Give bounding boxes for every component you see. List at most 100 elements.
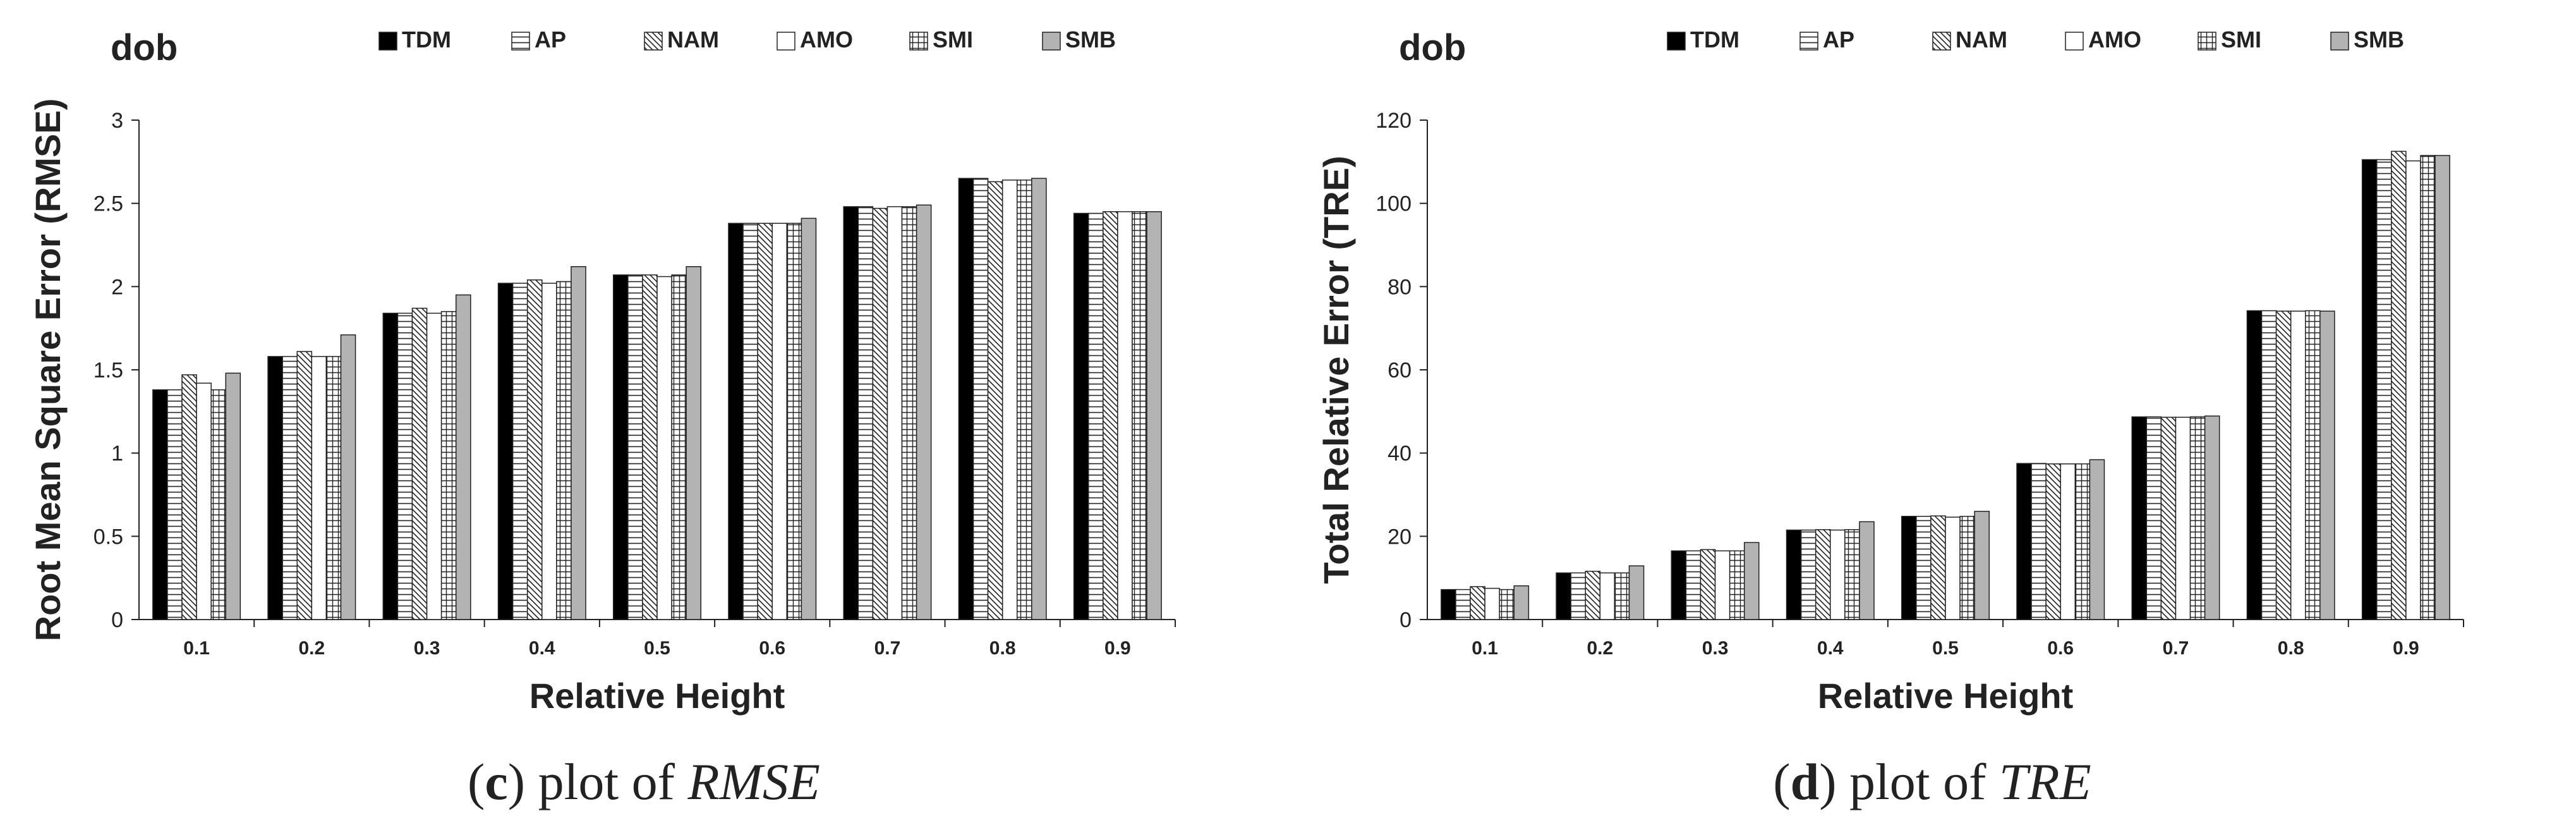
bar-amo-0.6: [2060, 463, 2076, 620]
bar-nam-0.4: [1815, 529, 1831, 620]
bar-tdm-0.2: [267, 356, 283, 620]
bar-smi-0.6: [2074, 463, 2091, 620]
bar-ap-0.1: [1455, 589, 1471, 620]
x-tick-label: 0.2: [1587, 638, 1613, 659]
bar-nam-0.3: [1700, 549, 1716, 620]
bar-smi-0.9: [1132, 211, 1147, 620]
x-axis-label: Relative Height: [529, 676, 785, 716]
bar-smb-0.8: [1031, 178, 1047, 620]
legend-swatch-ap: [511, 32, 530, 51]
bar-amo-0.5: [1945, 516, 1961, 620]
bar-tdm-0.1: [152, 389, 168, 620]
bar-nam-0.9: [2391, 150, 2407, 620]
bar-smi-0.5: [1959, 515, 1975, 620]
bar-smi-0.3: [440, 311, 457, 620]
y-tick-label: 0: [111, 608, 123, 632]
legend-label-smb: SMB: [2354, 27, 2404, 52]
x-tick-label: 0.1: [183, 638, 210, 659]
x-axis-label: Relative Height: [1818, 676, 2074, 716]
bar-smi-0.6: [786, 223, 802, 620]
bar-tdm-0.9: [2361, 159, 2378, 620]
bar-ap-0.4: [1800, 529, 1817, 620]
bar-smb-0.4: [1859, 521, 1875, 620]
caption-text: ) plot of: [1819, 753, 1999, 810]
legend-item-tdm: TDM: [378, 27, 451, 52]
x-tick-label: 0.1: [1472, 638, 1498, 659]
x-tick-label: 0.2: [298, 638, 325, 659]
bar-ap-0.4: [512, 283, 528, 620]
bar-tdm-0.2: [1556, 572, 1571, 620]
bar-smb-0.7: [2204, 415, 2220, 620]
y-tick-label: 120: [1376, 109, 1412, 133]
legend-item-smb: SMB: [1042, 27, 1116, 52]
bar-ap-0.3: [1685, 550, 1702, 620]
y-tick-label: 2: [111, 275, 123, 299]
bar-ap-0.5: [1916, 515, 1932, 620]
bar-nam-0.9: [1103, 211, 1118, 620]
bar-nam-0.2: [296, 351, 313, 620]
legend-label-nam: NAM: [667, 27, 719, 52]
bar-smi-0.7: [901, 206, 917, 620]
bar-nam-0.8: [2275, 310, 2292, 620]
y-tick-label: 100: [1376, 192, 1412, 216]
y-axis-label: Total Relative Error (TRE): [1316, 156, 1356, 583]
y-tick-label: 40: [1388, 442, 1412, 466]
bar-amo-0.1: [1484, 587, 1500, 620]
bar-nam-0.1: [1470, 586, 1485, 620]
bar-amo-0.9: [1117, 211, 1133, 620]
bar-nam-0.1: [181, 374, 197, 620]
rmse-chart: dob TDM AP NAM AMO SMI SMB 0 0.5 1 1.5 2 2.5 3 0.1 0.2 0…: [28, 27, 1176, 716]
x-tick-label: 0.3: [1702, 638, 1729, 659]
x-tick-label: 0.8: [2278, 638, 2304, 659]
bar-smi-0.4: [1844, 529, 1860, 620]
legend-swatch-amo: [777, 32, 795, 51]
bar-smi-0.2: [325, 356, 342, 620]
bar-amo-0.6: [771, 223, 788, 620]
bar-ap-0.8: [2261, 310, 2277, 620]
bar-smb-0.1: [225, 372, 241, 620]
x-tick-label: 0.7: [874, 638, 901, 659]
bar-tdm-0.8: [958, 178, 974, 620]
legend-label-smb: SMB: [1065, 27, 1116, 52]
x-tick-label: 0.5: [1932, 638, 1959, 659]
x-tick-label: 0.9: [2393, 638, 2419, 659]
bar-smb-0.2: [1628, 565, 1645, 620]
bar-amo-0.7: [886, 206, 903, 620]
bar-tdm-0.5: [613, 274, 629, 620]
bar-smi-0.2: [1614, 572, 1630, 620]
legend-swatch-smi: [2198, 32, 2216, 51]
legend-label-tdm: TDM: [1690, 27, 1739, 52]
bar-smi-0.1: [1499, 589, 1515, 620]
bar-smb-0.5: [686, 266, 701, 620]
bar-amo-0.1: [196, 382, 212, 620]
x-tick-label: 0.8: [989, 638, 1016, 659]
bar-tdm-0.8: [2246, 310, 2263, 620]
x-tick-label: 0.7: [2163, 638, 2189, 659]
bar-smi-0.9: [2420, 155, 2436, 620]
bar-smb-0.9: [2434, 155, 2450, 620]
bar-smb-0.4: [571, 266, 586, 620]
x-tick-label: 0.3: [414, 638, 440, 659]
bar-nam-0.5: [642, 274, 658, 620]
legend-swatch-nam: [644, 32, 663, 51]
legend-swatch-tdm: [1667, 32, 1686, 51]
bar-amo-0.3: [426, 312, 442, 620]
legend-item-smb: SMB: [2330, 27, 2404, 52]
bar-amo-0.9: [2405, 160, 2421, 620]
legend-swatch-ap: [1799, 32, 1818, 51]
y-tick-label: 1.5: [94, 358, 123, 382]
bar-tdm-0.9: [1073, 212, 1089, 620]
bar-nam-0.6: [2045, 463, 2061, 620]
legend-label-ap: AP: [1823, 27, 1854, 52]
caption-label: d: [1790, 753, 1820, 810]
bar-tdm-0.7: [843, 206, 859, 620]
y-tick-label: 0.5: [94, 525, 123, 549]
y-tick-label: 60: [1388, 358, 1412, 382]
bar-amo-0.7: [2175, 417, 2191, 620]
tre-chart: dob TDM AP NAM AMO SMI SMB 0 20 40 60 80 100 120 0.1 0.…: [1316, 27, 2464, 716]
bar-smi-0.5: [671, 274, 687, 620]
bar-smb-0.7: [916, 204, 932, 620]
legend-swatch-smb: [1042, 32, 1061, 51]
x-tick-label: 0.4: [1817, 638, 1844, 659]
bar-ap-0.6: [742, 223, 758, 620]
